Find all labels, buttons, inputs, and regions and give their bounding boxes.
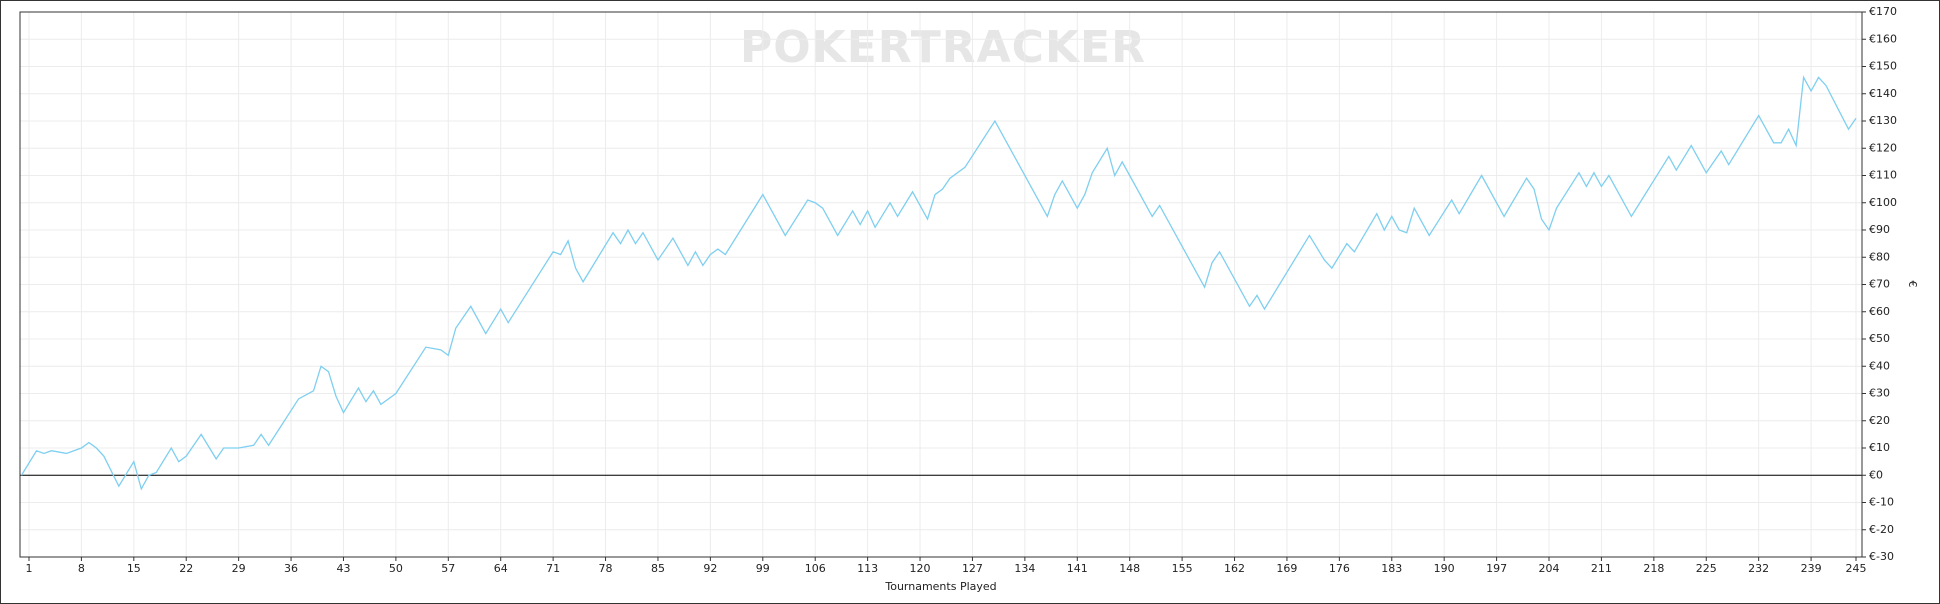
y-tick-label: €110 <box>1869 169 1897 182</box>
y-tick-label: €160 <box>1869 32 1897 45</box>
y-tick-label: €-30 <box>1869 550 1894 563</box>
x-tick-label: 78 <box>599 562 613 575</box>
x-tick-label: 225 <box>1696 562 1717 575</box>
y-tick-label: €-10 <box>1869 496 1894 509</box>
x-tick-label: 218 <box>1643 562 1664 575</box>
x-tick-label: 43 <box>336 562 350 575</box>
x-tick-label: 71 <box>546 562 560 575</box>
x-tick-label: 134 <box>1014 562 1035 575</box>
y-tick-label: €120 <box>1869 141 1897 154</box>
x-tick-label: 176 <box>1329 562 1350 575</box>
x-axis-label: Tournaments Played <box>884 580 996 593</box>
y-tick-label: €0 <box>1869 468 1883 481</box>
x-tick-label: 127 <box>962 562 983 575</box>
y-tick-label: €20 <box>1869 414 1890 427</box>
y-tick-label: €80 <box>1869 250 1890 263</box>
y-tick-label: €140 <box>1869 87 1897 100</box>
x-tick-label: 1 <box>25 562 32 575</box>
x-tick-label: 155 <box>1172 562 1193 575</box>
data-line <box>20 75 1857 491</box>
x-tick-label: 183 <box>1381 562 1402 575</box>
x-tick-label: 92 <box>703 562 717 575</box>
x-tick-label: 239 <box>1801 562 1822 575</box>
watermark: POKERTRACKER <box>740 22 1146 73</box>
x-tick-label: 15 <box>127 562 141 575</box>
x-tick-label: 8 <box>78 562 85 575</box>
x-tick-label: 57 <box>441 562 455 575</box>
y-axis-label: € <box>1906 281 1919 288</box>
y-tick-label: €50 <box>1869 332 1890 345</box>
x-tick-label: 232 <box>1748 562 1769 575</box>
x-tick-label: 29 <box>232 562 246 575</box>
x-tick-label: 245 <box>1846 562 1867 575</box>
x-tick-label: 106 <box>805 562 826 575</box>
y-tick-label: €90 <box>1869 223 1890 236</box>
x-tick-label: 99 <box>756 562 770 575</box>
y-tick-label: €130 <box>1869 114 1897 127</box>
x-tick-label: 85 <box>651 562 665 575</box>
x-tick-label: 162 <box>1224 562 1245 575</box>
x-tick-label: 190 <box>1434 562 1455 575</box>
y-tick-label: €-20 <box>1869 523 1894 536</box>
x-tick-label: 148 <box>1119 562 1140 575</box>
x-tick-label: 113 <box>857 562 878 575</box>
y-tick-label: €40 <box>1869 359 1890 372</box>
y-tick-label: €150 <box>1869 60 1897 73</box>
y-tick-label: €70 <box>1869 278 1890 291</box>
x-tick-label: 211 <box>1591 562 1612 575</box>
y-tick-label: €100 <box>1869 196 1897 209</box>
y-tick-label: €60 <box>1869 305 1890 318</box>
x-tick-label: 36 <box>284 562 298 575</box>
x-tick-label: 204 <box>1539 562 1560 575</box>
x-tick-label: 141 <box>1067 562 1088 575</box>
x-tick-label: 64 <box>494 562 508 575</box>
x-tick-label: 169 <box>1276 562 1297 575</box>
y-tick-label: €10 <box>1869 441 1890 454</box>
plot-border <box>19 11 1863 558</box>
x-tick-label: 22 <box>179 562 193 575</box>
y-tick-label: €30 <box>1869 387 1890 400</box>
y-tick-label: €170 <box>1869 5 1897 18</box>
x-tick-label: 50 <box>389 562 403 575</box>
x-tick-label: 120 <box>910 562 931 575</box>
x-tick-label: 197 <box>1486 562 1507 575</box>
